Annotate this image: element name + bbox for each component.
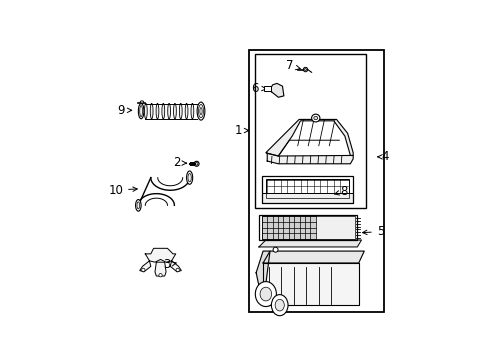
Polygon shape	[265, 120, 352, 156]
Bar	[265, 179, 348, 193]
Ellipse shape	[194, 161, 199, 166]
Polygon shape	[145, 248, 175, 262]
Ellipse shape	[303, 67, 307, 72]
Ellipse shape	[198, 104, 203, 118]
Polygon shape	[140, 261, 150, 272]
Ellipse shape	[140, 105, 142, 117]
Ellipse shape	[138, 103, 143, 119]
Bar	[259, 215, 357, 240]
Ellipse shape	[275, 300, 284, 311]
Text: 7: 7	[285, 59, 300, 72]
Ellipse shape	[140, 101, 143, 103]
Ellipse shape	[142, 268, 145, 271]
Polygon shape	[269, 84, 284, 97]
Ellipse shape	[185, 103, 187, 119]
Text: 5: 5	[362, 225, 384, 238]
Ellipse shape	[313, 116, 317, 120]
Ellipse shape	[179, 103, 182, 119]
Text: 4: 4	[377, 150, 388, 163]
Ellipse shape	[304, 68, 306, 71]
Ellipse shape	[135, 199, 141, 211]
Ellipse shape	[195, 162, 198, 165]
Polygon shape	[155, 262, 166, 276]
Polygon shape	[256, 251, 269, 305]
Ellipse shape	[272, 247, 278, 252]
Ellipse shape	[191, 103, 193, 119]
Text: 10: 10	[108, 184, 137, 197]
Text: 6: 6	[251, 82, 265, 95]
Polygon shape	[263, 251, 364, 263]
Ellipse shape	[137, 202, 140, 209]
Polygon shape	[259, 240, 361, 247]
Ellipse shape	[200, 108, 202, 114]
Text: 2: 2	[173, 157, 186, 170]
Bar	[254, 54, 365, 208]
Ellipse shape	[271, 294, 287, 316]
Bar	[265, 180, 348, 198]
Polygon shape	[263, 263, 358, 305]
Bar	[249, 50, 383, 312]
Ellipse shape	[255, 282, 276, 307]
Bar	[315, 216, 354, 239]
Polygon shape	[170, 261, 181, 272]
Ellipse shape	[167, 103, 170, 119]
Text: 1: 1	[234, 124, 248, 137]
Text: 8: 8	[334, 185, 347, 198]
Ellipse shape	[197, 102, 204, 120]
Ellipse shape	[311, 114, 319, 122]
Bar	[261, 216, 354, 239]
Ellipse shape	[150, 103, 153, 119]
Text: 9: 9	[117, 104, 131, 117]
Ellipse shape	[260, 287, 271, 301]
Ellipse shape	[159, 274, 162, 277]
Bar	[261, 176, 352, 203]
Text: 3: 3	[163, 258, 176, 271]
Ellipse shape	[156, 103, 159, 119]
Bar	[261, 216, 315, 239]
Ellipse shape	[187, 174, 191, 182]
Ellipse shape	[173, 103, 176, 119]
Ellipse shape	[176, 268, 179, 271]
Polygon shape	[267, 153, 352, 164]
Bar	[264, 86, 270, 91]
Ellipse shape	[186, 171, 192, 184]
Bar	[261, 193, 352, 203]
Ellipse shape	[144, 103, 147, 119]
Ellipse shape	[162, 103, 164, 119]
